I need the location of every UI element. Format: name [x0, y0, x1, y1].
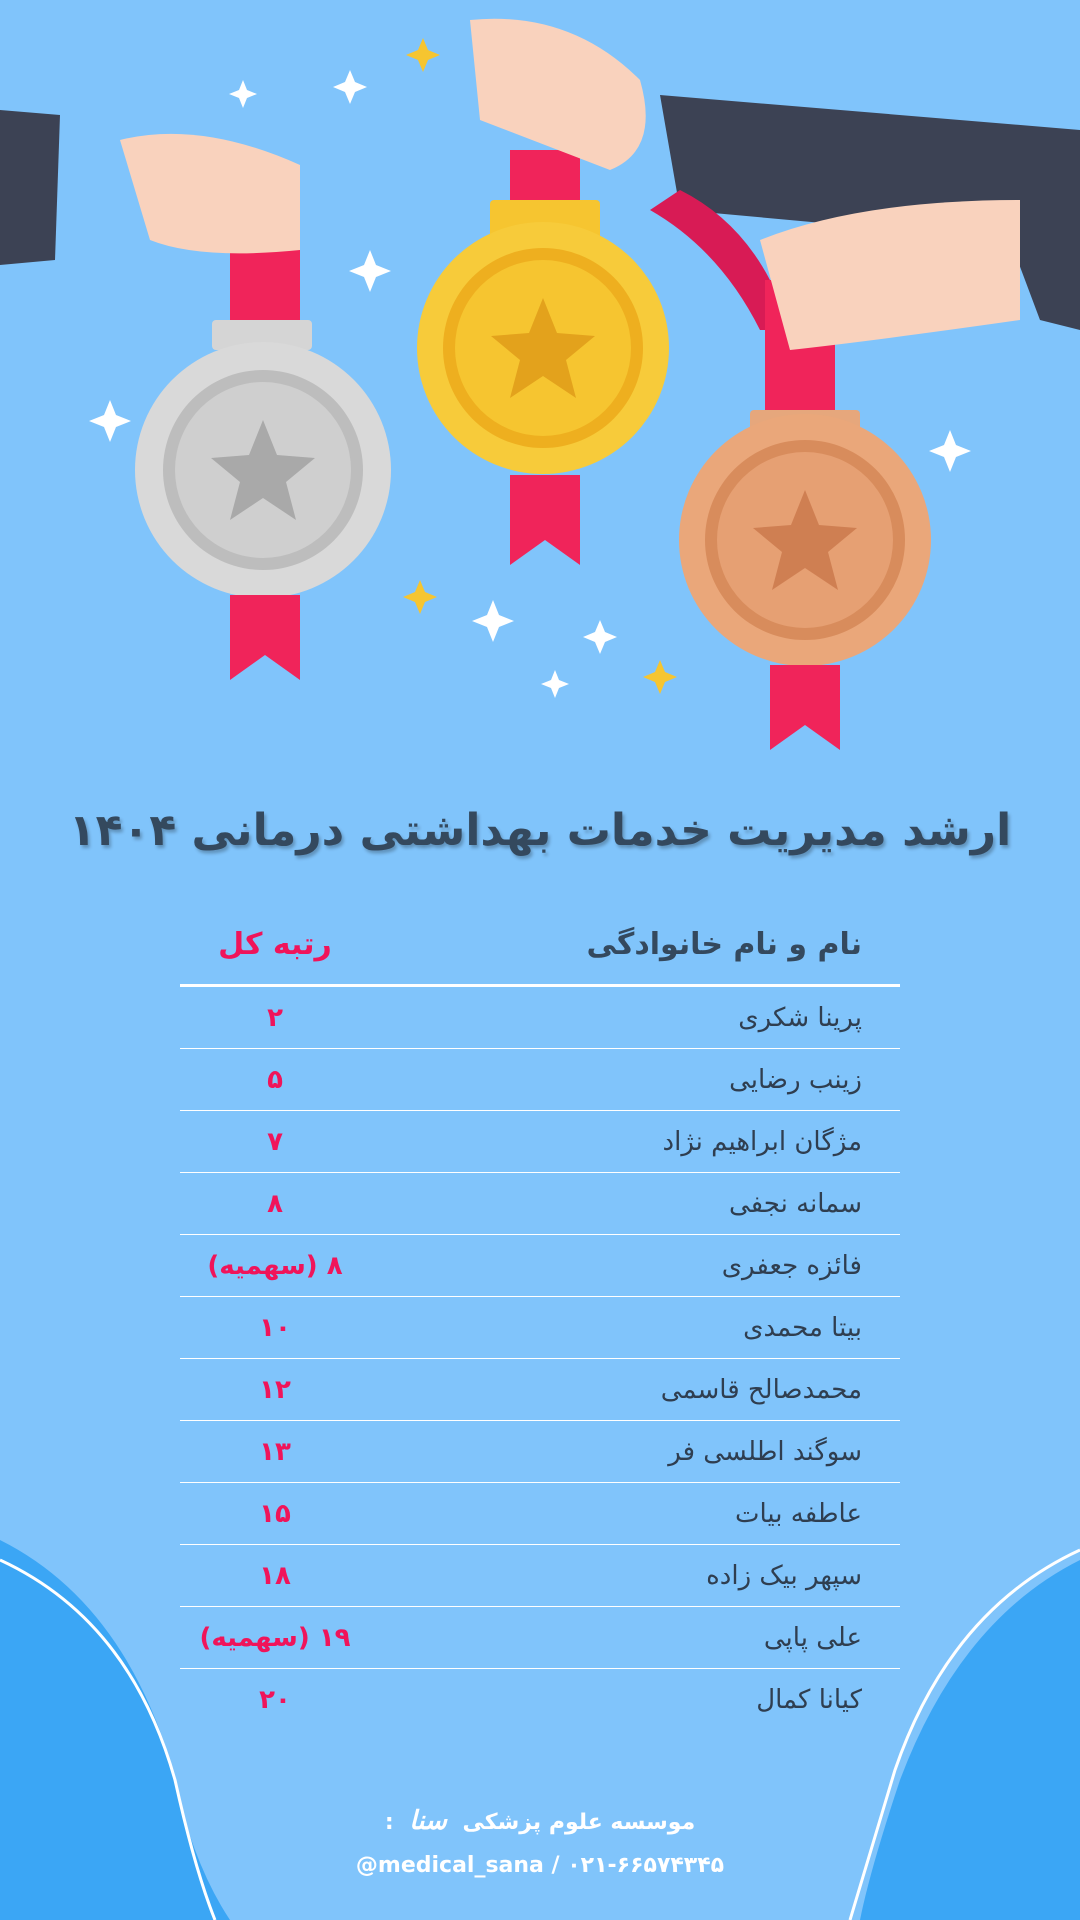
page-title: ارشد مدیریت خدمات بهداشتی درمانی ۱۴۰۴ — [68, 805, 1012, 856]
table-row: پرینا شکری ۲ — [180, 987, 900, 1049]
colon: : — [384, 1810, 394, 1835]
gold-medal — [417, 18, 669, 565]
header-name: نام و نام خانوادگی — [586, 927, 862, 962]
student-name: محمدصالح قاسمی — [660, 1374, 862, 1405]
sparkles — [89, 70, 971, 698]
student-rank: ۸ — [267, 1188, 283, 1219]
table-row: علی پاپی ۱۹ (سهمیه) — [180, 1607, 900, 1669]
bronze-medal — [650, 190, 1020, 750]
wave-left — [0, 1540, 230, 1920]
sana-logo: سنا — [409, 1806, 447, 1836]
wave-right-line — [848, 1548, 1080, 1920]
table-row: زینب رضایی ۵ — [180, 1049, 900, 1111]
student-rank: ۲ — [267, 1002, 283, 1033]
student-rank: ۸ (سهمیه) — [207, 1250, 343, 1281]
student-name: سپهر بیک زاده — [706, 1560, 862, 1591]
results-table: نام و نام خانوادگی رتبه کل پرینا شکری ۲ زی… — [180, 905, 900, 1731]
footer-contact: @medical_sana / ۰۲۱-۶۶۵۷۴۳۴۵ — [355, 1853, 725, 1878]
student-rank: ۱۹ (سهمیه) — [199, 1622, 351, 1653]
student-name: مژگان ابراهیم نژاد — [662, 1126, 862, 1157]
table-row: عاطفه بیات ۱۵ — [180, 1483, 900, 1545]
student-name: عاطفه بیات — [735, 1498, 862, 1529]
table-row: سوگند اطلسی فر ۱۳ — [180, 1421, 900, 1483]
institute-name: موسسه علوم پزشکی — [462, 1810, 696, 1835]
student-name: پرینا شکری — [738, 1002, 862, 1033]
table-row: مژگان ابراهیم نژاد ۷ — [180, 1111, 900, 1173]
header-rank: رتبه کل — [218, 927, 332, 962]
table-row: بیتا محمدی ۱۰ — [180, 1297, 900, 1359]
student-name: بیتا محمدی — [743, 1312, 862, 1343]
student-rank: ۱۸ — [259, 1560, 291, 1591]
student-name: سمانه نجفی — [728, 1188, 862, 1219]
table-row: سمانه نجفی ۸ — [180, 1173, 900, 1235]
student-name: فائزه جعفری — [721, 1250, 862, 1281]
student-rank: ۱۲ — [259, 1374, 291, 1405]
wave-left-line — [0, 1558, 217, 1920]
student-rank: ۱۳ — [259, 1436, 291, 1467]
student-name: کیانا کمال — [756, 1685, 862, 1715]
table-row: سپهر بیک زاده ۱۸ — [180, 1545, 900, 1607]
table-row: فائزه جعفری ۸ (سهمیه) — [180, 1235, 900, 1297]
wave-right — [860, 1560, 1080, 1920]
student-rank: ۷ — [267, 1126, 283, 1157]
silver-medal — [120, 133, 391, 680]
student-rank: ۵ — [267, 1064, 283, 1095]
table-row: محمدصالح قاسمی ۱۲ — [180, 1359, 900, 1421]
sleeve-left — [0, 110, 60, 265]
student-rank: ۲۰ — [259, 1685, 291, 1715]
table-header: نام و نام خانوادگی رتبه کل — [180, 905, 900, 987]
student-name: سوگند اطلسی فر — [668, 1436, 862, 1467]
student-name: علی پاپی — [763, 1622, 862, 1653]
footer-institute: موسسه علوم پزشکی سنا : — [0, 1806, 1080, 1836]
student-name: زینب رضایی — [729, 1064, 862, 1095]
student-rank: ۱۰ — [259, 1312, 291, 1343]
student-rank: ۱۵ — [259, 1498, 291, 1529]
table-row: کیانا کمال ۲۰ — [180, 1669, 900, 1731]
